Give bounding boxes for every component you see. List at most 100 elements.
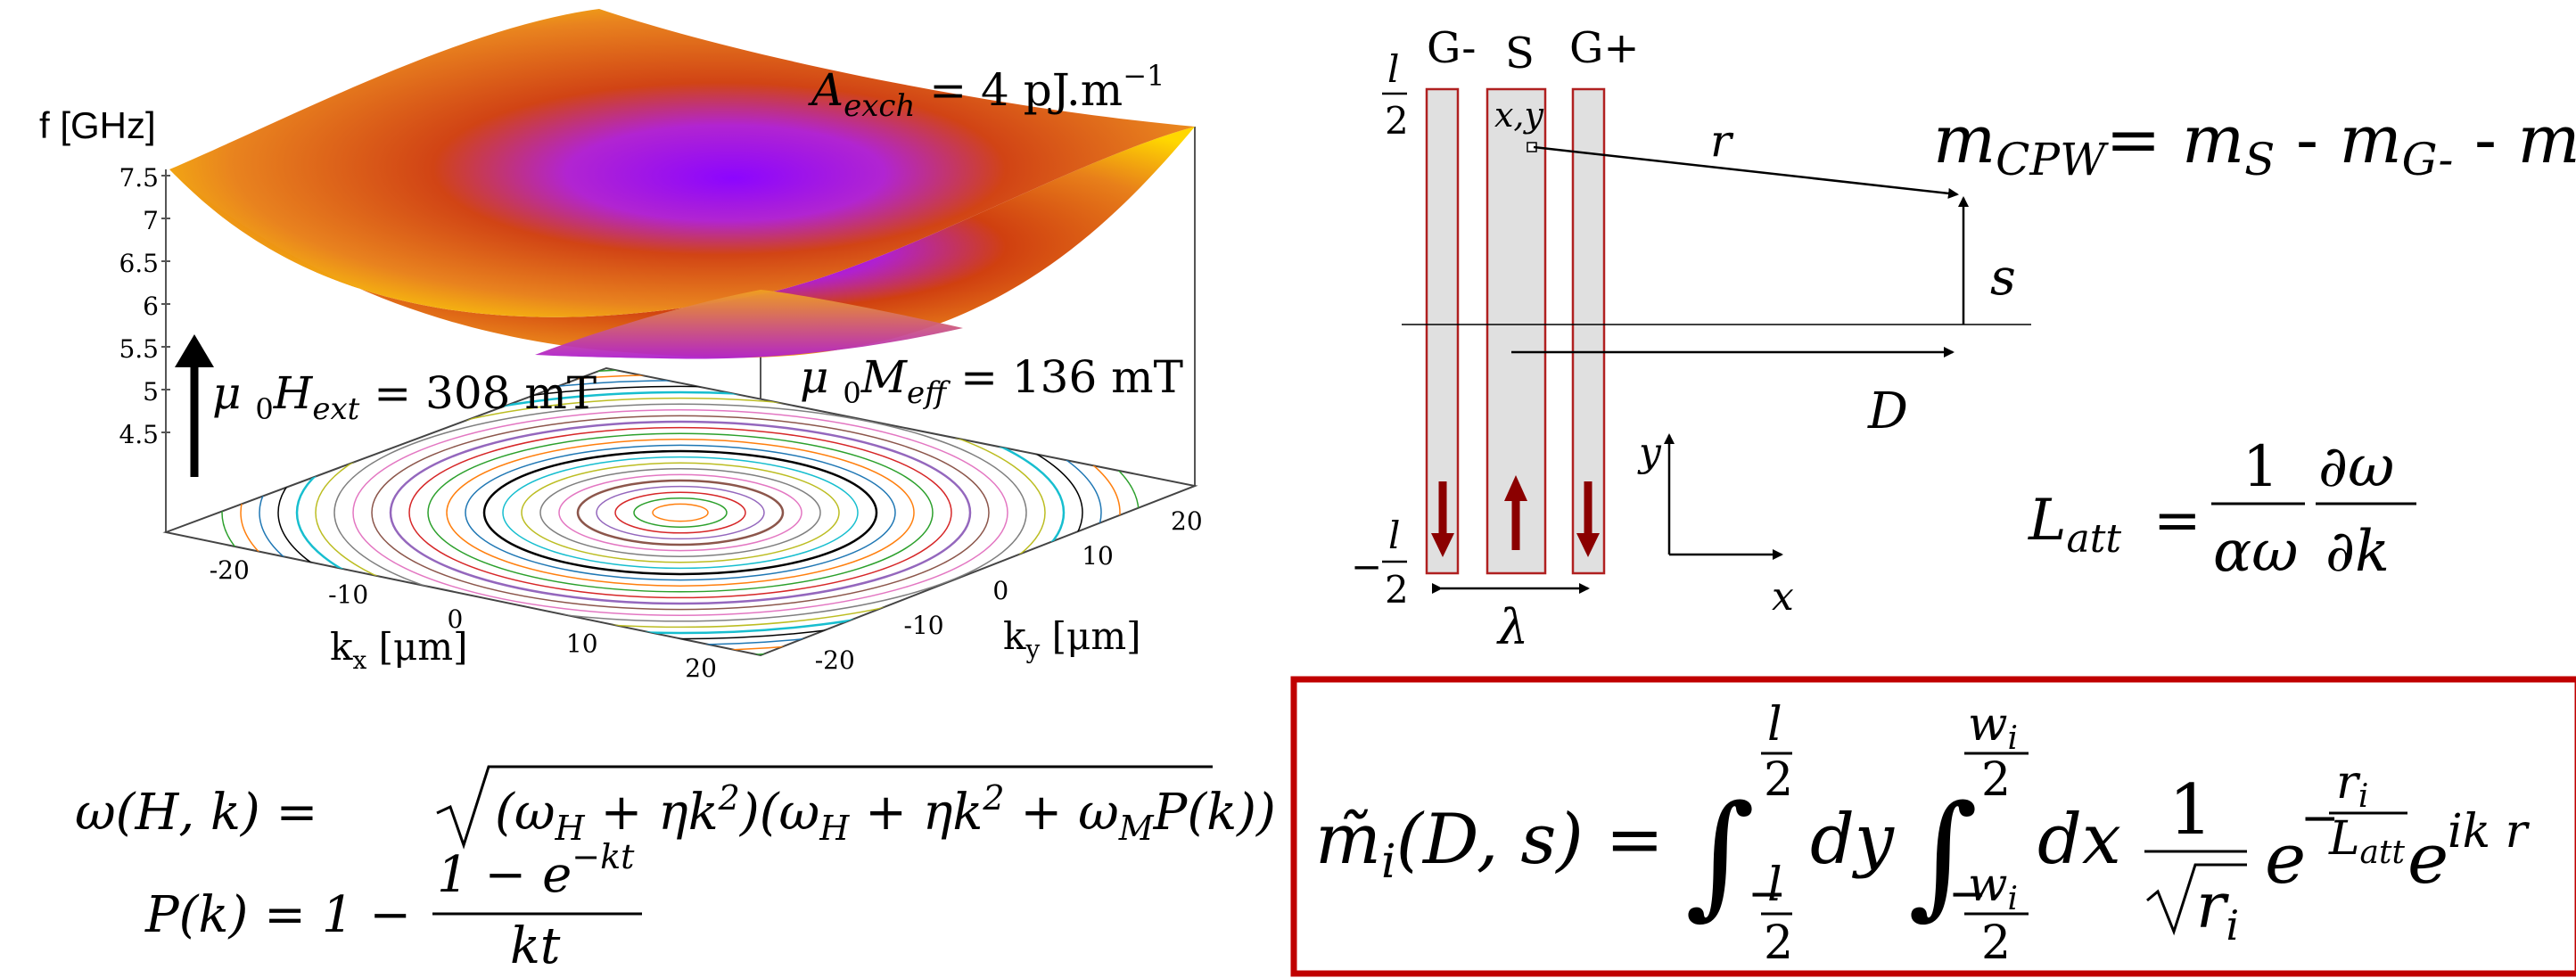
current-arrow-signal-head (1504, 475, 1527, 501)
x-tick-labels: -20 -10 0 10 20 (210, 555, 717, 683)
equation-latt: Latt = 1 αω ∂ω ∂k (2028, 434, 2416, 585)
z-tick-label: 4.5 (119, 420, 159, 449)
x-axis-sub: x (352, 645, 366, 675)
contour-lines (221, 368, 1140, 655)
z-tick-label: 7 (143, 206, 159, 235)
equation-pk: P(k) = 1 − 1 − e−kt kt (144, 837, 642, 975)
contour-ellipse (315, 397, 1046, 629)
contour-ellipse (333, 403, 1027, 622)
z-tick-label: 6 (143, 292, 159, 321)
label-lambda: λ (1496, 599, 1528, 655)
svg-text:2: 2 (1981, 916, 2011, 970)
contour-ellipse (521, 462, 840, 563)
annotation-aexch: Aexch = 4 pJ.m−1 (808, 59, 1165, 124)
svg-text:e: e (2265, 819, 2306, 900)
current-arrow-g-minus-head (1431, 533, 1454, 557)
svg-text:m̃i(D, s) =: m̃i(D, s) = (1315, 800, 1664, 889)
x-axis-unit: [μm] (366, 625, 467, 669)
label-l-top: l (1387, 47, 1399, 91)
x-tick-label: 0 (448, 604, 464, 634)
r-vector (1533, 145, 1959, 199)
label-minus-bottom: − (1351, 545, 1382, 588)
svg-text:−: − (1748, 867, 1787, 921)
y-tick-label: 10 (1082, 541, 1114, 571)
dispersion-surface (169, 127, 1195, 358)
contour-ellipse (539, 468, 821, 557)
y-axis-k: k (1003, 614, 1026, 658)
contour-ellipse (576, 479, 785, 547)
svg-text:(ωH + ηk2)(ωH + ηk2 + ωMP(k)): (ωH + ηk2)(ωH + ηk2 + ωMP(k)) (495, 778, 1276, 848)
contour-ellipse (482, 449, 878, 576)
svg-text:dy: dy (1810, 800, 1895, 880)
y-tick-labels: 20 10 0 -10 -20 (815, 506, 1203, 675)
svg-text:e: e (2407, 819, 2448, 900)
svg-text:wi: wi (1968, 859, 2018, 917)
label-xy: x,y (1494, 95, 1544, 135)
z-tick-label: 5 (143, 377, 159, 407)
label-local-x: x (1772, 574, 1794, 620)
svg-text:l: l (1767, 698, 1782, 752)
current-arrow-g-plus-head (1576, 533, 1600, 557)
y-axis-label: ky [μm] (1003, 614, 1141, 664)
svg-text:2: 2 (1764, 916, 1793, 970)
svg-text:P(k) = 1 −: P(k) = 1 − (144, 886, 411, 944)
contour-ellipse (633, 497, 728, 528)
contour-ellipse (614, 491, 746, 534)
y-tick-label: -10 (904, 611, 944, 640)
svg-text:1: 1 (2169, 770, 2213, 851)
svg-text:∫: ∫ (1685, 777, 1755, 933)
z-axis-label: f [GHz] (39, 104, 156, 146)
svg-text:Latt: Latt (2028, 488, 2121, 562)
svg-text:ω(H, k) =: ω(H, k) = (75, 784, 317, 842)
y-axis-sub: y (1025, 635, 1040, 664)
svg-text:−: − (2300, 792, 2340, 845)
contour-ellipse (371, 415, 990, 611)
contour-ellipse (446, 439, 915, 587)
svg-text:∂ω: ∂ω (2318, 434, 2394, 500)
svg-text:∂k: ∂k (2325, 519, 2390, 585)
x-tick-label: -20 (210, 555, 250, 585)
contour-ellipse (502, 456, 859, 570)
contour-ellipse (596, 485, 765, 540)
contour-ellipse (652, 503, 709, 522)
y-tick-label: 0 (992, 576, 1008, 605)
x-tick-label: 10 (566, 629, 598, 659)
z-tick-labels: 7.5 7 6.5 6 5.5 5 4.5 (119, 163, 170, 449)
contour-ellipse (558, 473, 802, 552)
label-d: D (1867, 382, 1908, 440)
contour-ellipse (465, 444, 896, 581)
svg-text:ik r: ik r (2448, 805, 2531, 859)
svg-text:Latt: Latt (2328, 812, 2405, 871)
x-axis-label: kx [μm] (330, 625, 468, 675)
svg-text:dx: dx (2037, 800, 2121, 880)
svg-text:kt: kt (510, 917, 561, 975)
svg-text:=: = (2153, 488, 2202, 554)
y-tick-label: 20 (1171, 506, 1203, 536)
annotation-hext: μ 0Hext = 308 mT (212, 367, 597, 427)
surface-front-lip (535, 290, 963, 359)
svg-text:ri: ri (2336, 756, 2368, 815)
surface-top-rim (169, 9, 1195, 317)
z-tick-label: 5.5 (119, 334, 159, 364)
svg-text:2: 2 (1764, 753, 1793, 807)
label-r: r (1710, 115, 1734, 167)
label-2-top: 2 (1385, 99, 1409, 143)
hext-arrow-head (175, 334, 214, 367)
svg-text:ri: ri (2196, 869, 2239, 949)
equation-omega: ω(H, k) = (ωH + ηk2)(ωH + ηk2 + ωMP(k)) (75, 765, 1276, 850)
svg-text:2: 2 (1981, 753, 2011, 807)
x-tick-label: 20 (685, 653, 717, 683)
cpw-diagram: G- S G+ l 2 − l 2 x,y r s (1351, 23, 2031, 655)
label-local-y: y (1637, 430, 1662, 475)
svg-text:1: 1 (2243, 434, 2279, 500)
label-g-plus: G+ (1569, 23, 1640, 73)
svg-text:∫: ∫ (1908, 777, 1978, 933)
equation-box (1290, 676, 2576, 977)
equation-boxed: m̃i(D, s) = ∫ l 2 − l 2 dy ∫ wi 2 − wi 2… (1290, 676, 2576, 977)
z-tick-label: 7.5 (119, 163, 159, 193)
svg-text:1 − e−kt: 1 − e−kt (437, 837, 635, 904)
y-tick-label: -20 (815, 645, 855, 675)
x-axis-k: k (330, 625, 353, 669)
